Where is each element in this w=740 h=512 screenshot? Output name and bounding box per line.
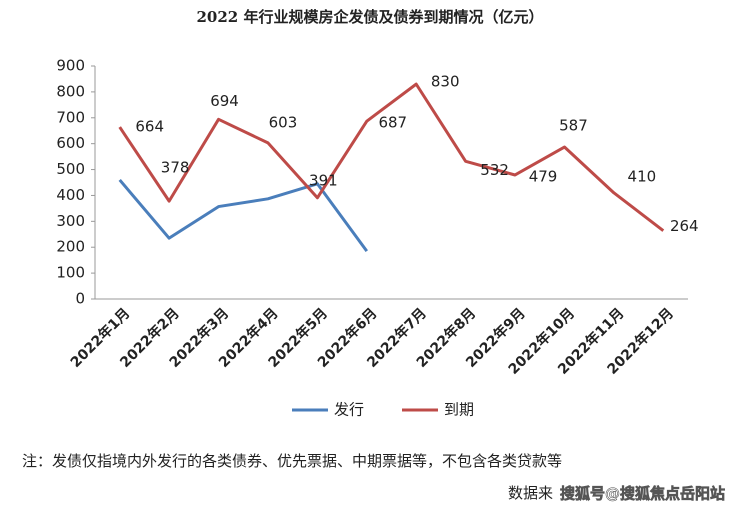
- chart-title: 2022 年行业规模房企发债及债券到期情况（亿元）: [197, 8, 544, 26]
- data-label: 664: [135, 118, 164, 136]
- y-tick-label: 200: [56, 238, 85, 256]
- data-label: 694: [210, 92, 239, 110]
- y-tick-label: 800: [56, 82, 85, 100]
- series-line: [118, 178, 369, 252]
- source: 数据来: [508, 484, 553, 502]
- legend-label: 到期: [444, 401, 474, 419]
- y-tick-label: 900: [56, 57, 85, 75]
- watermark: 搜狐号@搜狐焦点岳阳站: [560, 485, 725, 503]
- y-tick-label: 700: [56, 108, 85, 126]
- data-label: 479: [529, 167, 558, 185]
- data-label: 603: [269, 113, 298, 131]
- y-tick-label: 100: [56, 264, 85, 282]
- data-label: 378: [161, 159, 190, 177]
- data-label: 264: [670, 217, 699, 235]
- series-line: [118, 82, 665, 232]
- data-label: 830: [431, 73, 460, 91]
- data-label: 687: [378, 114, 407, 132]
- y-tick-label: 500: [56, 160, 85, 178]
- y-tick-label: 400: [56, 186, 85, 204]
- y-tick-label: 600: [56, 134, 85, 152]
- y-tick-label: 0: [75, 290, 85, 308]
- data-label: 410: [628, 167, 657, 185]
- data-label: 587: [559, 117, 588, 135]
- legend-label: 发行: [334, 401, 364, 419]
- note: 注：发债仅指境内外发行的各类债券、优先票据、中期票据等，不包含各类贷款等: [22, 452, 562, 470]
- data-label: 391: [309, 171, 338, 189]
- watermark-bg: [556, 482, 732, 506]
- y-tick-label: 300: [56, 212, 85, 230]
- data-label: 532: [480, 161, 509, 179]
